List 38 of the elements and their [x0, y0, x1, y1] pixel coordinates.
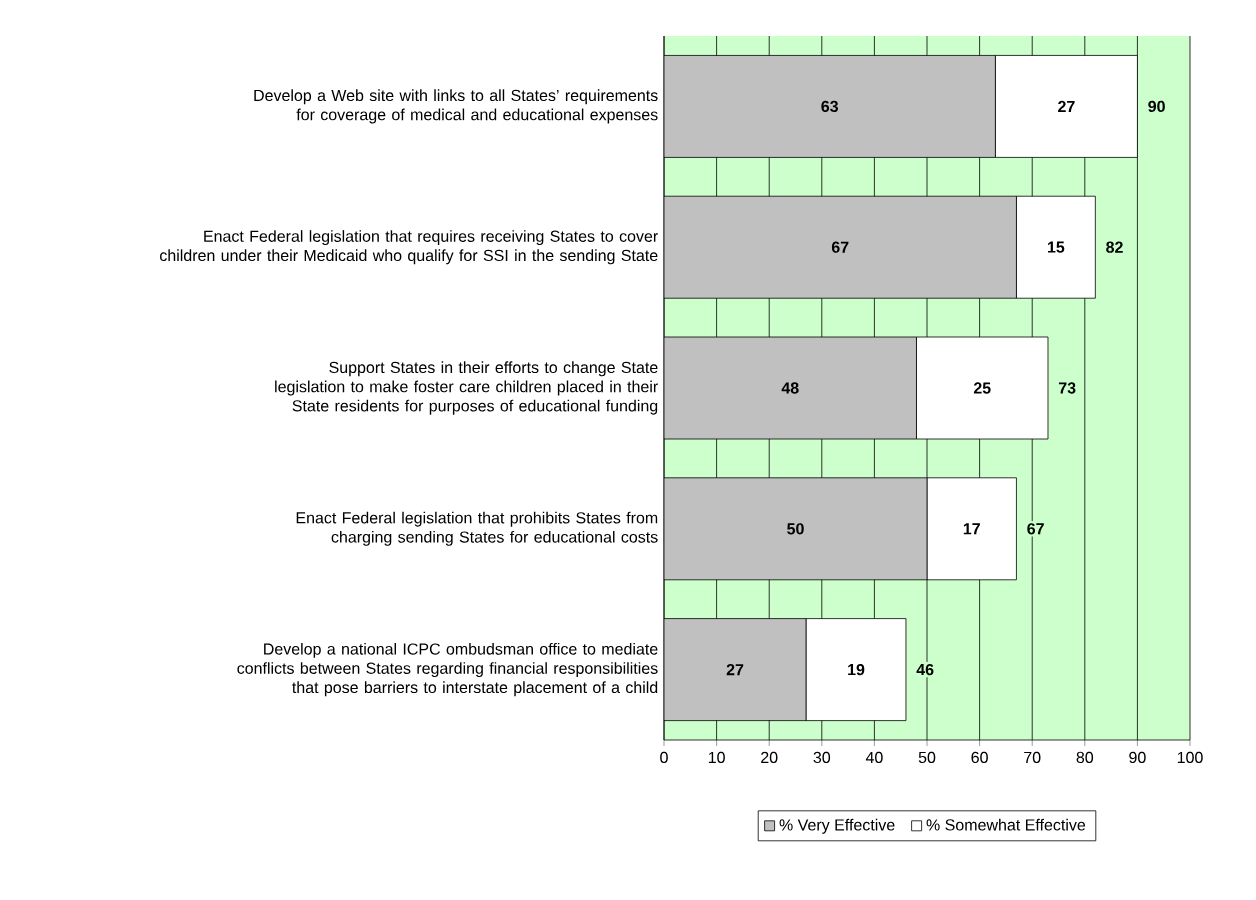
bar: [664, 336, 917, 440]
data-label: 27: [726, 664, 744, 676]
legend-label: % Very Effective: [779, 818, 895, 834]
data-label: 50: [787, 523, 804, 535]
x-tick-label: 80: [1076, 751, 1094, 764]
y-tick-label: Develop a Web site with links to all States’ requirements for coverage of medical and educational expenses: [254, 89, 658, 124]
x-tick-label: 0: [660, 751, 668, 764]
x-tick-label: 50: [918, 751, 936, 764]
bar: [664, 477, 928, 581]
x-tick-label: 90: [1129, 751, 1146, 764]
total-label: 82: [1106, 241, 1123, 253]
data-label: 17: [963, 523, 980, 535]
x-tick-label: 60: [971, 751, 988, 764]
data-label: 19: [848, 663, 865, 676]
total-label: 46: [916, 663, 934, 676]
data-label: 63: [821, 100, 839, 113]
y-tick-label: Enact Federal legislation that requires receiving States to cover children under their Medicaid who qualify for SSI in the sending State: [160, 230, 658, 265]
data-label: 25: [973, 382, 991, 394]
x-tick-label: 70: [1024, 751, 1041, 764]
x-tick-label: 40: [865, 751, 883, 764]
x-tick-label: 20: [761, 751, 778, 764]
x-tick-label: 10: [708, 751, 725, 764]
total-label: 67: [1027, 523, 1044, 535]
data-label: 48: [781, 382, 799, 394]
data-label: 67: [831, 241, 849, 253]
total-label: 90: [1148, 100, 1165, 113]
legend-label: % Somewhat Effective: [926, 818, 1086, 831]
total-label: 73: [1058, 382, 1076, 394]
y-tick-label: Support States in their efforts to change State legislation to make foster care children placed in their State residents for purposes of educational funding: [275, 361, 658, 415]
x-tick-label: 100: [1177, 751, 1203, 764]
y-tick-label: Enact Federal legislation that prohibits States from charging sending States for educational costs: [296, 511, 658, 546]
bar: [664, 195, 1017, 299]
data-label: 27: [1058, 100, 1075, 112]
bar: [664, 55, 996, 158]
x-tick-label: 30: [813, 751, 831, 764]
data-label: 15: [1047, 241, 1065, 253]
y-tick-label: Develop a national ICPC ombudsman office to mediate conflicts between States regarding financial responsibilities that pose barriers to interstate placement of a child: [237, 642, 658, 697]
bar: [664, 618, 807, 722]
